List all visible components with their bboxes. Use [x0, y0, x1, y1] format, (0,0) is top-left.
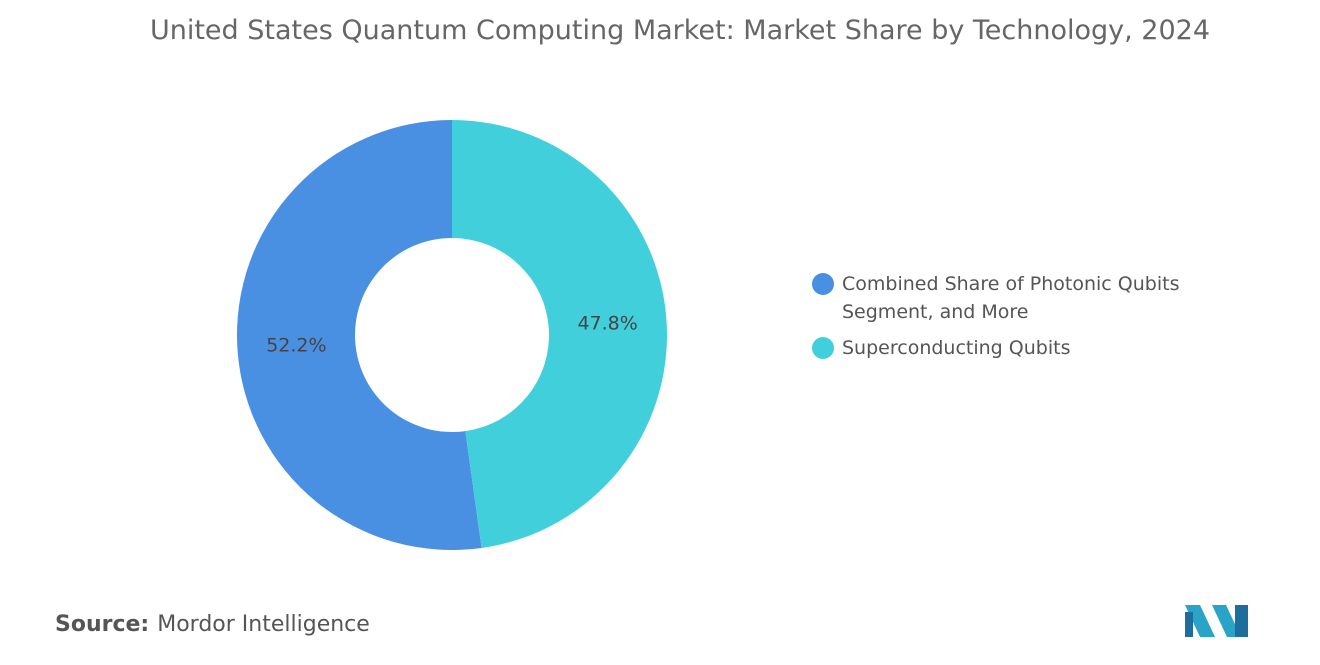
source-label: Source: [55, 612, 150, 637]
source: Source: Mordor Intelligence [55, 612, 370, 637]
legend: Combined Share of Photonic Qubits Segmen… [812, 270, 1212, 370]
legend-item: Combined Share of Photonic Qubits Segmen… [812, 270, 1212, 326]
legend-label: Combined Share of Photonic Qubits Segmen… [842, 273, 1180, 323]
donut-segment [236, 120, 482, 551]
legend-label: Superconducting Qubits [842, 337, 1071, 359]
legend-swatch [812, 273, 834, 295]
legend-swatch [812, 337, 834, 359]
logo [1185, 605, 1248, 637]
data-label: 52.2% [266, 334, 326, 356]
data-label: 47.8% [577, 313, 637, 335]
legend-item: Superconducting Qubits [812, 334, 1212, 362]
source-text: Mordor Intelligence [157, 612, 370, 637]
chart-title: United States Quantum Computing Market: … [149, 15, 1211, 46]
donut-segment [452, 120, 667, 548]
